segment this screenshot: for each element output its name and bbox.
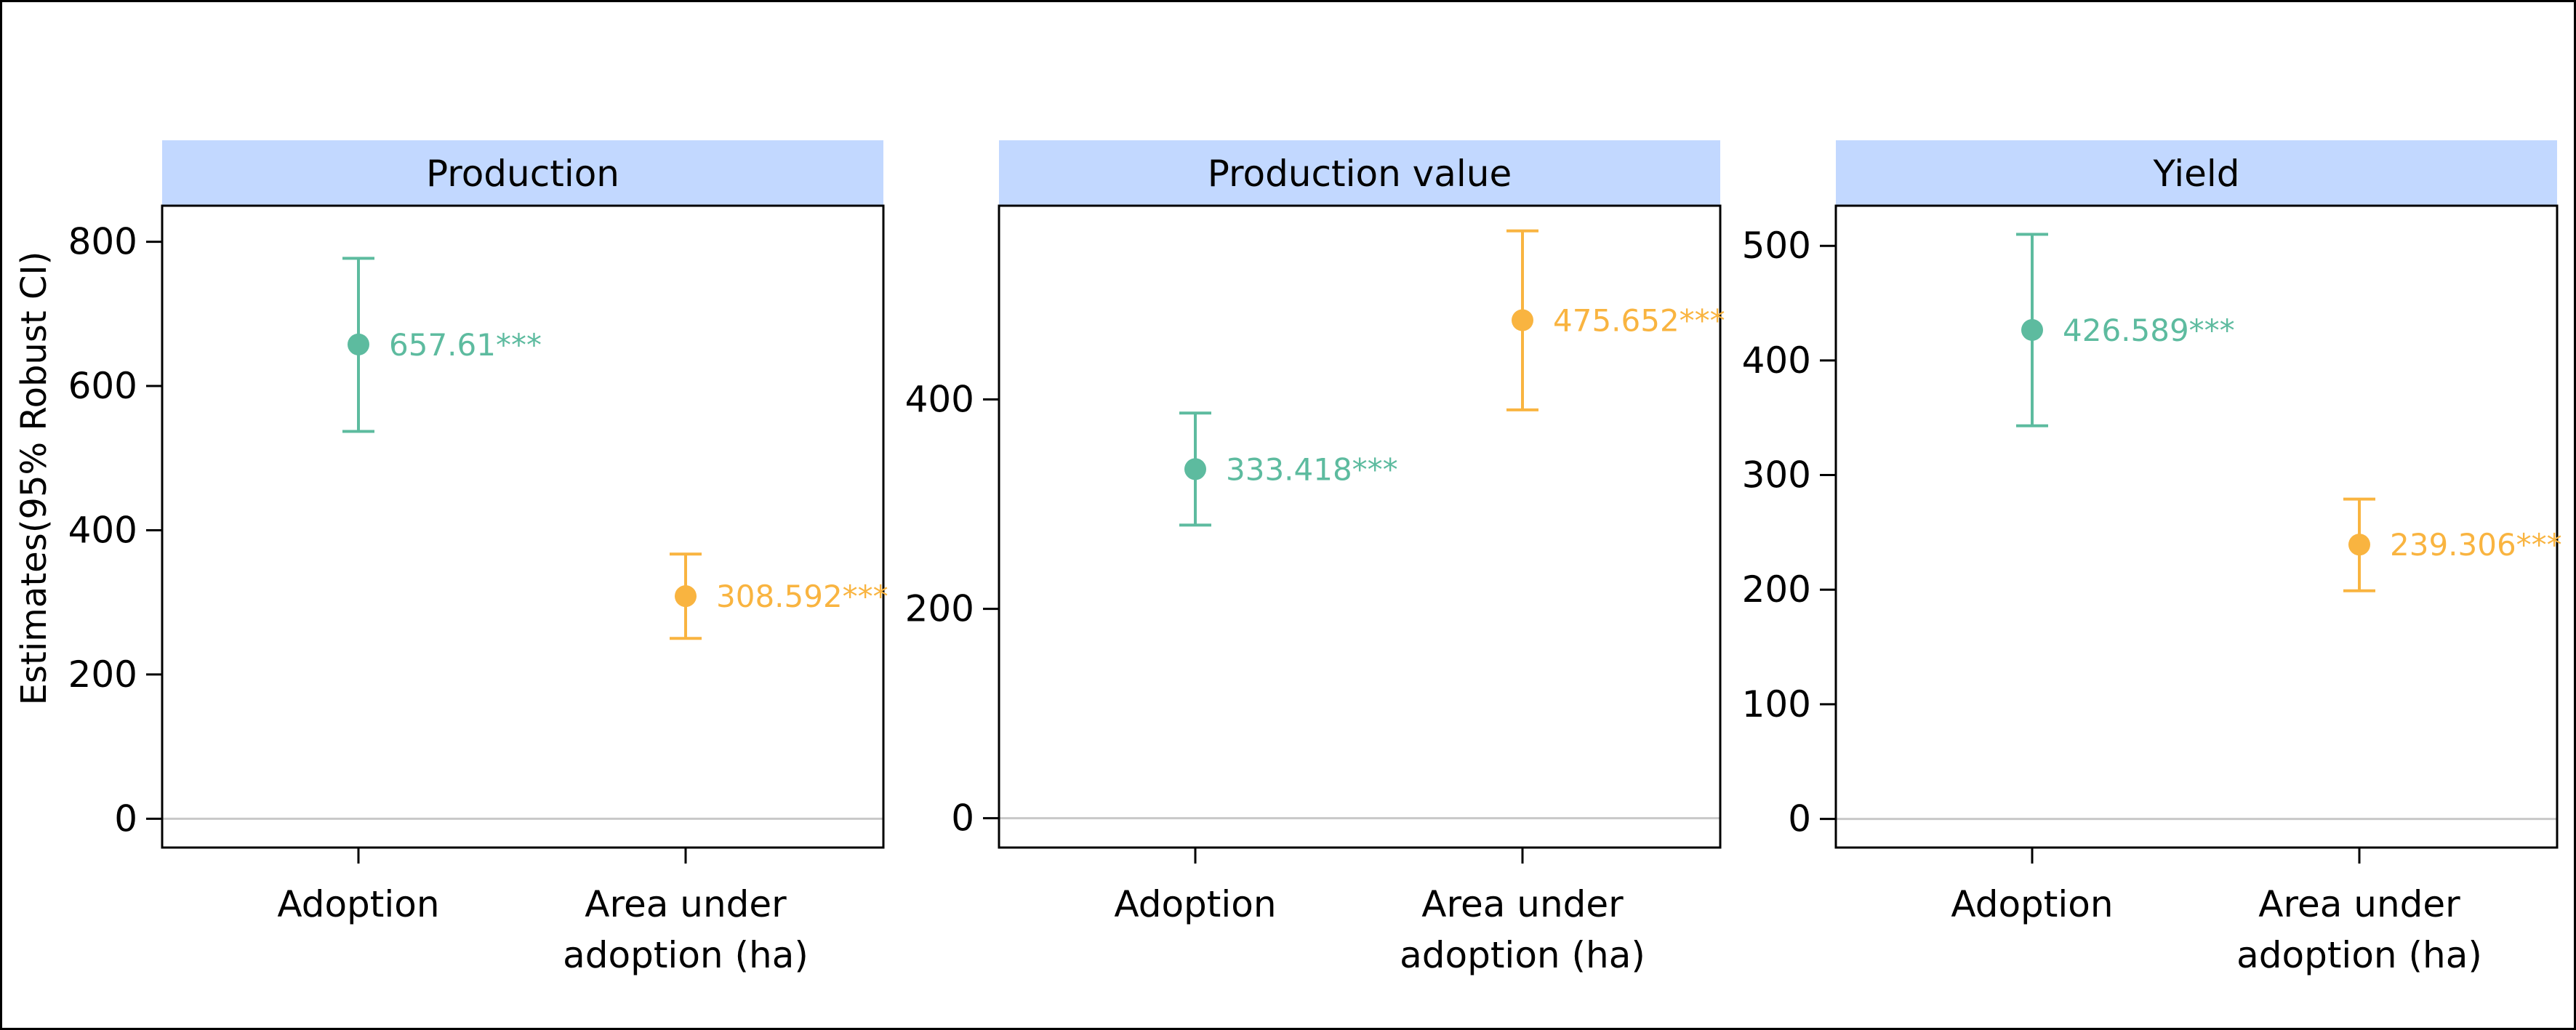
estimate-label: 239.306*** (2390, 527, 2562, 563)
x-tick-label: Area under (2258, 883, 2460, 925)
y-tick-label: 0 (114, 797, 137, 840)
x-tick-label: adoption (ha) (1400, 934, 1645, 976)
y-tick-label: 0 (1788, 798, 1811, 840)
panel-2: Yield 0 100 200 300 400 500 Adoption Area under a… (1742, 140, 2562, 976)
y-tick-label: 300 (1742, 454, 1811, 496)
x-tick-label: adoption (ha) (563, 934, 808, 976)
estimate-point (2021, 318, 2043, 341)
estimate-label: 426.589*** (2063, 313, 2235, 348)
estimate-label: 475.652*** (1553, 303, 1725, 339)
panel-border (998, 204, 1722, 849)
y-tick-label: 0 (951, 797, 974, 840)
panel-border (161, 204, 885, 849)
panel-strip (162, 140, 883, 206)
y-tick-label: 100 (1742, 683, 1811, 725)
y-tick-label: 200 (1742, 568, 1811, 611)
estimate-label: 657.61*** (389, 327, 542, 363)
y-tick-label: 400 (905, 378, 974, 420)
x-tick-label: Adoption (1114, 883, 1276, 925)
panel-title: Production (426, 153, 619, 195)
estimate-point (348, 333, 369, 355)
y-tick-label: 400 (68, 509, 137, 551)
y-tick-label: 600 (68, 365, 137, 407)
panel-title: Production value (1208, 153, 1512, 195)
x-tick-label: adoption (ha) (2236, 934, 2482, 976)
y-tick-label: 500 (1742, 225, 1811, 267)
estimate-label: 333.418*** (1226, 451, 1398, 487)
x-tick-label: Adoption (1951, 883, 2113, 925)
estimate-label: 308.592*** (716, 579, 888, 614)
estimate-point (2348, 534, 2370, 556)
panel-0: Production 0 200 400 600 800 Adoption Area unde… (68, 140, 888, 976)
y-tick-label: 200 (68, 653, 137, 696)
x-tick-label: Adoption (277, 883, 439, 925)
panel-1: Production value 0 200 400 Adoption Area unde… (905, 140, 1725, 976)
estimate-point (675, 585, 697, 608)
x-tick-label: Area under (585, 883, 787, 925)
x-tick-label: Area under (1421, 883, 1624, 925)
panel-strip (999, 140, 1720, 206)
panel-border (1834, 204, 2559, 849)
estimate-point (1512, 309, 1533, 331)
y-tick-label: 800 (68, 221, 137, 263)
estimate-point (1184, 458, 1206, 480)
panel-title: Yield (2152, 153, 2239, 195)
y-tick-label: 200 (905, 588, 974, 630)
y-tick-label: 400 (1742, 339, 1811, 382)
panel-strip (1836, 140, 2557, 206)
y-axis-label: Estimates(95% Robust CI) (14, 252, 55, 706)
